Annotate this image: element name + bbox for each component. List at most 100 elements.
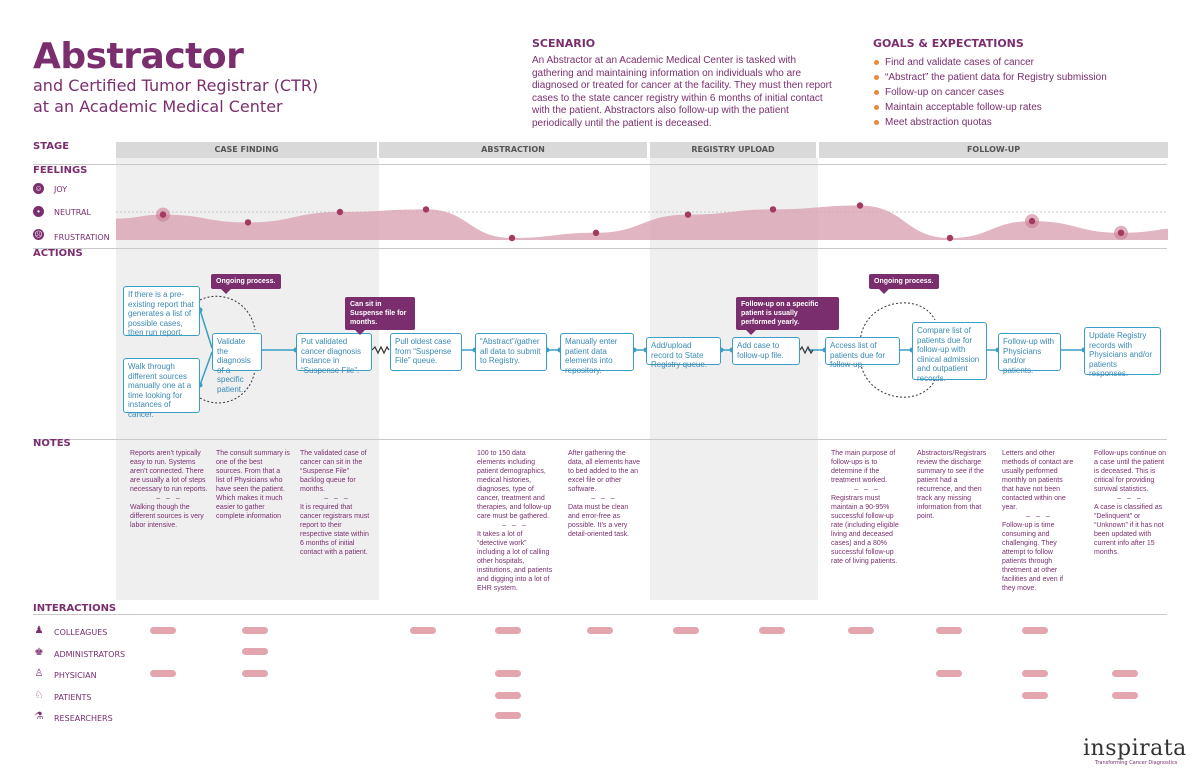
emotion-point [856, 202, 864, 209]
neutral-label: NEUTRAL [54, 208, 91, 217]
goal-item: Maintain acceptable follow-up rates [873, 100, 1173, 115]
note-text: Letters and other methods of contact are… [1002, 450, 1074, 511]
note-text: It is required that cancer registrars mu… [300, 504, 370, 556]
goal-item: Follow-up on cancer cases [873, 85, 1173, 100]
action-suspense-file: Put validated cancer diagnosis instance … [296, 333, 372, 375]
action-abstract-data: “Abstract”/gather all data to submit to … [475, 333, 547, 371]
interaction-marker [1112, 670, 1138, 677]
emotion-point [159, 211, 167, 218]
stage-abstraction: ABSTRACTION [379, 142, 647, 158]
joy-label: JOY [54, 185, 68, 194]
interaction-marker [495, 692, 521, 699]
stage-label: STAGE [33, 141, 70, 152]
emotion-point [422, 206, 430, 213]
interaction-marker [495, 627, 521, 634]
interaction-researchers-label: RESEARCHERS [54, 714, 113, 723]
note-text: The validated case of cancer can sit in … [300, 450, 367, 493]
note-suspense-file: The validated case of cancer can sit in … [300, 450, 370, 556]
logo-tagline: Transforming Cancer Diagnostics [1095, 760, 1178, 766]
interaction-marker [936, 627, 962, 634]
note-data-elements: 100 to 150 data elements including patie… [477, 450, 553, 592]
note-text: Data must be clean and error-free as pos… [568, 504, 630, 538]
frustration-label: FRUSTRATION [54, 233, 110, 242]
interaction-colleagues-label: COLLEAGUES [54, 628, 108, 637]
action-update-records: Update Registry records with Physicians … [1084, 327, 1161, 378]
interaction-marker [495, 712, 521, 719]
interaction-marker [242, 670, 268, 677]
note-text: Abstractors/Registrars review the discha… [917, 450, 987, 520]
divider [33, 164, 1167, 165]
note-case-finding-reports: Reports aren’t typically easy to run. Sy… [130, 450, 208, 529]
goals-heading: GOALS & EXPECTATIONS [873, 37, 1024, 50]
note-text: Follow-ups continue on a case until the … [1094, 450, 1166, 493]
divider [33, 439, 1167, 440]
note-letters-contact: Letters and other methods of contact are… [1002, 450, 1074, 592]
stage-follow-up: FOLLOW-UP [819, 142, 1168, 158]
action-validate-diagnosis: Validate the diagnosis of a specific pat… [212, 333, 262, 394]
callout-yearly-follow-up: Follow-up on a specific patient is usual… [736, 297, 839, 335]
feelings-label: FEELINGS [33, 165, 88, 176]
smile-icon: ☺ [33, 183, 44, 194]
interaction-marker [242, 627, 268, 634]
divider [33, 614, 1167, 615]
callout-ongoing-process: Ongoing process. [869, 274, 939, 294]
goal-item: Meet abstraction quotas [873, 115, 1173, 130]
people-group-icon: ♟ [34, 625, 44, 636]
inspirata-logo: inspirata [1083, 736, 1187, 761]
researcher-icon: ⚗ [34, 711, 44, 722]
action-upload-record: Add/upload record to State Registry queu… [646, 337, 721, 369]
notes-label: NOTES [33, 438, 71, 449]
note-text: A case is classified as “Delinquent” or … [1094, 504, 1164, 556]
physician-icon: ♙ [34, 668, 44, 679]
interaction-marker [150, 670, 176, 677]
patient-icon: ♘ [34, 690, 44, 701]
action-compare-list: Compare list of patients due for follow-… [912, 322, 987, 383]
emotion-point [1028, 217, 1036, 225]
goal-item: “Abstract” the patient data for Registry… [873, 70, 1173, 85]
note-text: 100 to 150 data elements including patie… [477, 450, 552, 520]
emotion-point [769, 206, 777, 213]
stage-case-finding: CASE FINDING [116, 142, 377, 158]
scenario-text: An Abstractor at an Academic Medical Cen… [532, 55, 832, 129]
interaction-marker [936, 670, 962, 677]
note-discharge-summary: Abstractors/Registrars review the discha… [917, 449, 993, 521]
action-enter-data: Manually enter patient data elements int… [560, 333, 634, 375]
emotion-point [684, 211, 692, 218]
note-text: The consult summary is one of the best s… [216, 450, 290, 520]
frown-icon: ☹ [33, 229, 44, 240]
note-text: Reports aren’t typically easy to run. Sy… [130, 450, 208, 493]
interaction-marker [410, 627, 436, 634]
interaction-marker [242, 648, 268, 655]
interaction-marker [673, 627, 699, 634]
interaction-marker [1022, 670, 1048, 677]
action-follow-up-physicians: Follow-up with Physicians and/or patient… [998, 333, 1061, 375]
actions-label: ACTIONS [33, 248, 83, 259]
note-follow-up-purpose: The main purpose of follow-ups is to det… [831, 450, 899, 565]
interaction-marker [759, 627, 785, 634]
neutral-face-icon: • [33, 206, 44, 217]
note-text: Registrars must maintain a 90-95% succes… [831, 495, 899, 565]
administrator-icon: ♚ [34, 647, 44, 658]
emotion-point [592, 229, 600, 236]
note-follow-up-continue: Follow-ups continue on a case until the … [1094, 450, 1166, 556]
interaction-marker [848, 627, 874, 634]
note-data-entry: After gathering the data, all elements h… [568, 450, 640, 538]
note-text: Walking though the different sources is … [130, 504, 204, 529]
interactions-label: INTERACTIONS [33, 603, 117, 614]
interaction-marker [150, 627, 176, 634]
action-pull-oldest-case: Pull oldest case from “Suspense File” qu… [390, 333, 462, 371]
note-text: The main purpose of follow-ups is to det… [831, 450, 896, 484]
interaction-marker [1022, 692, 1048, 699]
emotion-point [508, 234, 516, 242]
interaction-marker [587, 627, 613, 634]
action-add-follow-up: Add case to follow-up file. [732, 337, 800, 365]
stage-registry-upload: REGISTRY UPLOAD [650, 142, 816, 158]
page-title: Abstractor [33, 36, 244, 77]
action-walk-sources: Walk through different sources manually … [123, 358, 200, 419]
interaction-marker [1112, 692, 1138, 699]
action-run-report: If there is a pre-existing report that g… [123, 286, 200, 337]
emotion-point [336, 208, 344, 216]
emotion-point [244, 219, 252, 226]
